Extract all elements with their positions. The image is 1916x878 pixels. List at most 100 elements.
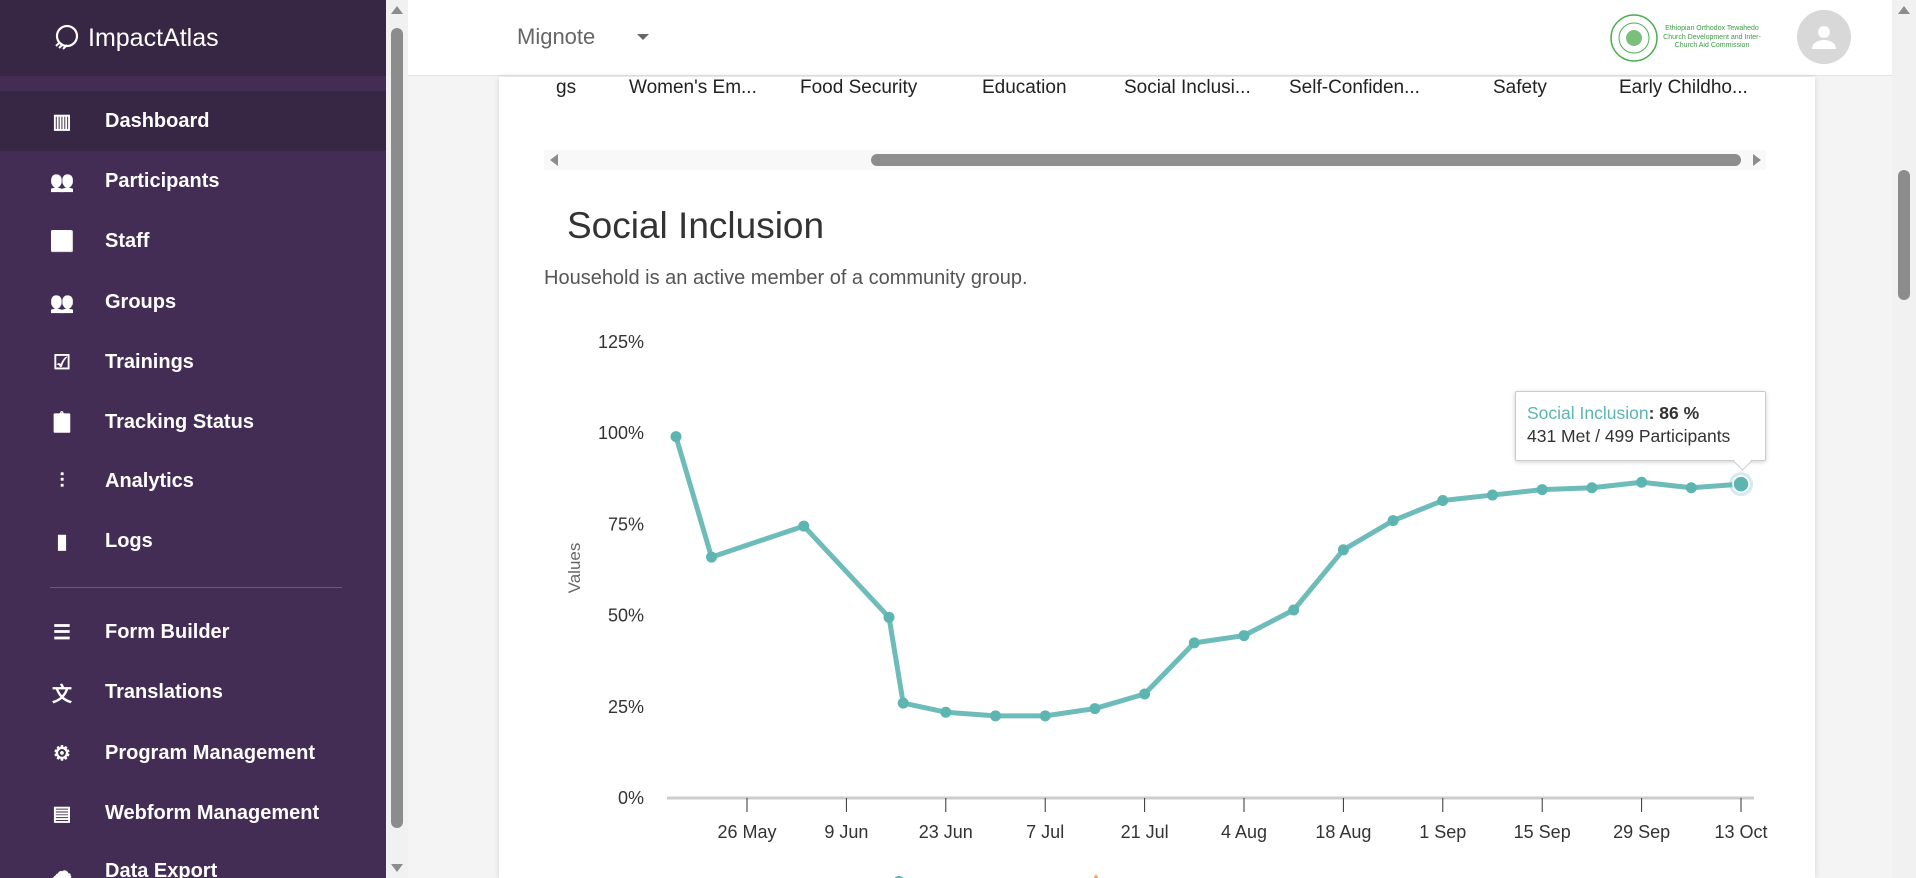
x-tick-label: 13 Oct — [1714, 822, 1767, 842]
section-title: Social Inclusion — [567, 205, 825, 246]
sidebar: ImpactAtlas ▥ Dashboard 👥 Participants 🚻 Staf… — [0, 0, 386, 878]
tabs-scrollbar[interactable] — [544, 150, 1766, 170]
scroll-right-arrow-icon[interactable] — [1753, 154, 1761, 166]
sidebar-item-analytics[interactable]: ⫶ Analytics — [0, 451, 386, 511]
indicator-card: gs Women's Em... Food Security Education Soc… — [499, 77, 1815, 878]
sidebar-item-webform-management[interactable]: ▤ Webform Management — [0, 783, 386, 843]
sidebar-item-translations[interactable]: 文 Translations — [0, 662, 386, 722]
data-point — [1139, 688, 1151, 700]
user-avatar[interactable] — [1797, 10, 1851, 64]
y-tick-label: 25% — [608, 697, 644, 717]
chart-tooltip: Social Inclusion: 86 % 431 Met / 499 Par… — [1515, 391, 1766, 461]
sidebar-item-trainings[interactable]: ☑ Trainings — [0, 332, 386, 392]
page-scroll-thumb[interactable] — [1898, 170, 1910, 300]
person-icon — [1812, 26, 1836, 49]
x-tick-label: 1 Sep — [1419, 822, 1466, 842]
x-tick-label: 4 Aug — [1221, 822, 1267, 842]
y-tick-label: 125% — [598, 332, 644, 352]
data-point — [1188, 637, 1200, 649]
clipboard-icon: 📋 — [49, 411, 75, 434]
y-tick-label: 75% — [608, 514, 644, 534]
sidebar-item-participants[interactable]: 👥 Participants — [0, 151, 386, 211]
groups-icon: 👥 — [49, 291, 75, 314]
sidebar-item-label: Participants — [105, 169, 220, 192]
sidebar-item-program-management[interactable]: ⚙ Program Management — [0, 723, 386, 783]
sidebar-item-label: Webform Management — [105, 801, 320, 824]
data-point — [1586, 482, 1598, 494]
sidebar-item-label: Tracking Status — [105, 410, 254, 433]
data-point — [1238, 630, 1250, 642]
sidebar-item-label: Staff — [105, 229, 150, 252]
top-bar: Mignote Ethiopian Orthodox Tewahedo Chur… — [408, 0, 1892, 76]
scroll-down-arrow-icon[interactable] — [391, 864, 403, 872]
data-point — [1487, 489, 1498, 501]
sidebar-item-label: Analytics — [105, 469, 194, 492]
x-tick-label: 18 Aug — [1315, 822, 1371, 842]
sidebar-item-label: Program Management — [105, 741, 316, 764]
sidebar-item-label: Dashboard — [105, 109, 210, 132]
sidebar-item-label: Translations — [105, 680, 223, 703]
scroll-left-arrow-icon[interactable] — [550, 154, 558, 166]
document-icon: ▤ — [52, 802, 72, 825]
sidebar-item-dashboard[interactable]: ▥ Dashboard — [0, 91, 386, 151]
sidebar-item-tracking-status[interactable]: 📋 Tracking Status — [0, 392, 386, 452]
tab-3[interactable]: Education — [982, 77, 1067, 98]
y-tick-label: 0% — [618, 788, 644, 808]
sidebar-item-groups[interactable]: 👥 Groups — [0, 272, 386, 332]
data-point — [940, 706, 952, 718]
scroll-up-arrow-icon[interactable] — [391, 6, 403, 14]
sidebar-item-label: Data Export — [105, 859, 218, 878]
bar-chart-icon: ▥ — [52, 110, 72, 133]
data-point — [1636, 476, 1648, 488]
sidebar-scroll-thumb[interactable] — [391, 28, 403, 828]
data-point — [883, 611, 895, 623]
y-tick-label: 100% — [598, 423, 644, 443]
sidebar-item-data-export[interactable]: ☁ Data Export — [0, 841, 386, 878]
data-point — [1337, 544, 1349, 556]
y-axis-label: Values — [565, 543, 584, 594]
sidebar-divider — [50, 587, 342, 588]
file-icon: ▮ — [56, 530, 68, 553]
organization-logo: Ethiopian Orthodox Tewahedo Church Devel… — [1609, 12, 1762, 64]
tab-7[interactable]: Early Childho... — [1619, 77, 1748, 98]
tooltip-detail: 431 Met / 499 Participants — [1527, 426, 1731, 446]
data-point — [1089, 703, 1101, 715]
sidebar-item-logs[interactable]: ▮ Logs — [0, 511, 386, 571]
sidebar-item-label: Logs — [105, 529, 153, 552]
x-tick-label: 15 Sep — [1514, 822, 1571, 842]
scroll-up-arrow-icon[interactable] — [1898, 6, 1910, 14]
tab-6[interactable]: Safety — [1493, 77, 1547, 98]
tab-2[interactable]: Food Security — [800, 77, 918, 98]
data-point — [670, 431, 682, 443]
tab-4[interactable]: Social Inclusi... — [1124, 77, 1251, 98]
data-point — [1732, 475, 1750, 493]
data-point — [1685, 482, 1697, 494]
x-tick-label: 29 Sep — [1613, 822, 1670, 842]
data-point — [1039, 710, 1051, 722]
program-selector[interactable]: Mignote — [517, 24, 596, 49]
tab-5[interactable]: Self-Confiden... — [1289, 77, 1420, 98]
clipboard-check-icon: ☑ — [53, 351, 71, 374]
page-scrollbar[interactable] — [1892, 0, 1916, 878]
x-tick-label: 26 May — [717, 822, 776, 842]
x-tick-label: 7 Jul — [1026, 822, 1064, 842]
sidebar-scrollbar[interactable] — [386, 0, 408, 878]
staff-icon: 🚻 — [49, 230, 75, 253]
data-point — [1437, 495, 1449, 507]
tabs-scroll-thumb[interactable] — [871, 154, 1741, 166]
tab-1[interactable]: Women's Em... — [629, 77, 757, 98]
impactatlas-logo-icon — [55, 24, 79, 50]
waveform-icon: ⫶ — [59, 469, 65, 492]
sidebar-item-label: Trainings — [105, 350, 194, 373]
brand-logo[interactable]: ImpactAtlas — [0, 0, 386, 76]
tooltip-value: : 86 % — [1648, 403, 1700, 423]
chevron-down-icon[interactable] — [637, 34, 649, 40]
sidebar-item-form-builder[interactable]: ☰ Form Builder — [0, 602, 386, 662]
sidebar-item-staff[interactable]: 🚻 Staff — [0, 211, 386, 271]
data-point — [897, 697, 909, 709]
sidebar-item-label: Groups — [105, 290, 177, 313]
people-icon: 👥 — [49, 170, 75, 193]
translate-icon: 文 — [52, 683, 72, 706]
tab-0[interactable]: gs — [556, 77, 577, 98]
data-point — [798, 520, 810, 532]
